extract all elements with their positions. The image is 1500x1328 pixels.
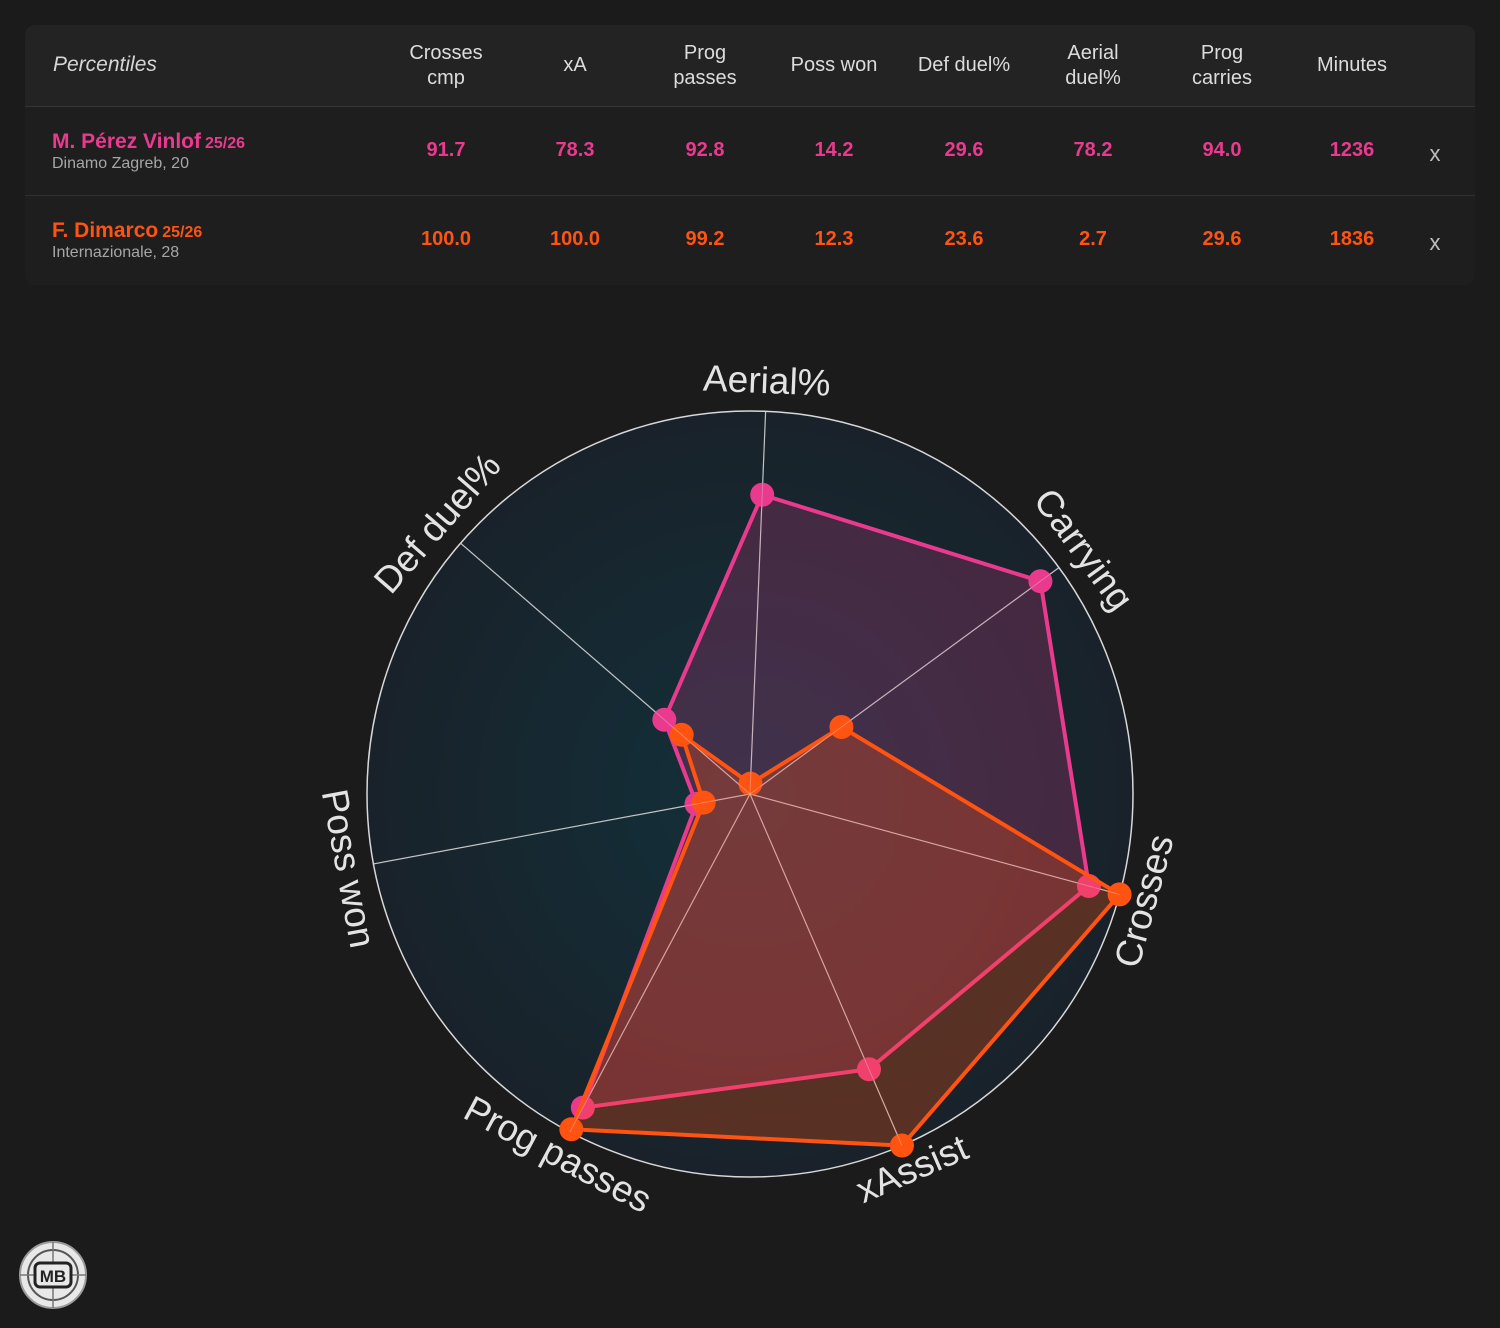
column-header: Aerial duel% <box>1065 41 1121 89</box>
radar-spoke <box>749 793 1120 895</box>
table-cell: 78.2 <box>1073 139 1113 161</box>
mb-logo: MB <box>18 1240 88 1310</box>
player-name: F. Dimarco 25/26 <box>52 219 202 243</box>
radar-series <box>570 482 1101 1120</box>
player-name-text: F. Dimarco <box>52 219 159 242</box>
column-header: Prog passes <box>673 41 737 89</box>
table-cell: 29.6 <box>1202 228 1242 250</box>
table-cell: 94.0 <box>1202 139 1242 161</box>
radar-spoke <box>749 411 767 795</box>
header-percentiles: Percentiles <box>53 53 157 76</box>
remove-player-button[interactable]: x <box>1429 230 1441 255</box>
radar-point <box>829 714 854 739</box>
logo-icon: MB <box>19 1241 87 1309</box>
radar-spoke <box>749 567 1060 795</box>
table-row: M. Pérez Vinlof 25/26 Dinamo Zagreb, 20 9… <box>25 107 1475 196</box>
column-header: Poss won <box>790 54 878 76</box>
player-team-age: Dinamo Zagreb, 20 <box>52 155 189 172</box>
table-cell: 23.6 <box>944 228 984 250</box>
table-cell: 1236 <box>1329 139 1375 161</box>
player-name-text: M. Pérez Vinlof <box>52 130 201 153</box>
radar-series-layer <box>373 411 1132 1158</box>
logo-text: MB <box>40 1267 66 1286</box>
radar-series-area <box>580 492 1091 1110</box>
table-cell: 14.2 <box>814 139 854 161</box>
table-cell: 100.0 <box>420 228 472 250</box>
column-header: Crosses cmp <box>409 41 483 89</box>
radar-spoke-overlay <box>749 793 903 1146</box>
radar-point <box>1107 882 1132 907</box>
table-cell: 99.2 <box>685 228 725 250</box>
radar-point <box>1028 569 1053 594</box>
table-cell: 29.6 <box>944 139 984 161</box>
radar-point <box>652 707 677 732</box>
radar-point <box>889 1133 914 1158</box>
player-season: 25/26 <box>204 135 246 152</box>
player-name: M. Pérez Vinlof 25/26 <box>52 130 245 154</box>
radar-spoke <box>569 793 751 1133</box>
radar-point <box>559 1117 584 1142</box>
radar-point <box>738 771 763 796</box>
table-header: Percentiles Crosses cmp xA Prog passes P… <box>25 25 1475 107</box>
column-header: Minutes <box>1316 54 1388 76</box>
player-season: 25/26 <box>162 224 203 241</box>
radar-spoke-overlay <box>749 411 767 795</box>
radar-spoke-overlay <box>569 793 751 1133</box>
radar-axis-label: Aerial% <box>702 358 831 404</box>
radar-series <box>559 714 1132 1158</box>
column-header: xA <box>563 54 587 76</box>
radar-spoke <box>460 542 751 795</box>
table-row: F. Dimarco 25/26 Internazionale, 28 100.0… <box>25 196 1475 284</box>
radar-spoke-overlay <box>749 793 1120 895</box>
radar-spoke-overlay <box>460 542 751 795</box>
table-cell: 92.8 <box>685 139 725 161</box>
table-cell: 1836 <box>1329 228 1375 250</box>
table-cell: 2.7 <box>1079 228 1107 250</box>
comparison-table: Percentiles Crosses cmp xA Prog passes P… <box>25 25 1475 285</box>
table-cell: 78.3 <box>555 139 595 161</box>
table-cell: 12.3 <box>814 228 854 250</box>
radar-spoke-overlay <box>373 793 751 865</box>
radar-point <box>856 1057 881 1082</box>
column-header: Prog carries <box>1191 41 1252 89</box>
radar-point <box>669 722 694 747</box>
table-cell: 100.0 <box>549 228 601 250</box>
radar-spoke-overlay <box>749 567 1060 795</box>
table-cell: 91.7 <box>426 139 466 161</box>
radar-point <box>750 482 775 507</box>
radar-point <box>691 790 716 815</box>
remove-player-button[interactable]: x <box>1429 141 1441 166</box>
player-team-age: Internazionale, 28 <box>52 244 180 261</box>
column-header: Def duel% <box>917 54 1011 76</box>
radar-spoke <box>749 793 903 1146</box>
